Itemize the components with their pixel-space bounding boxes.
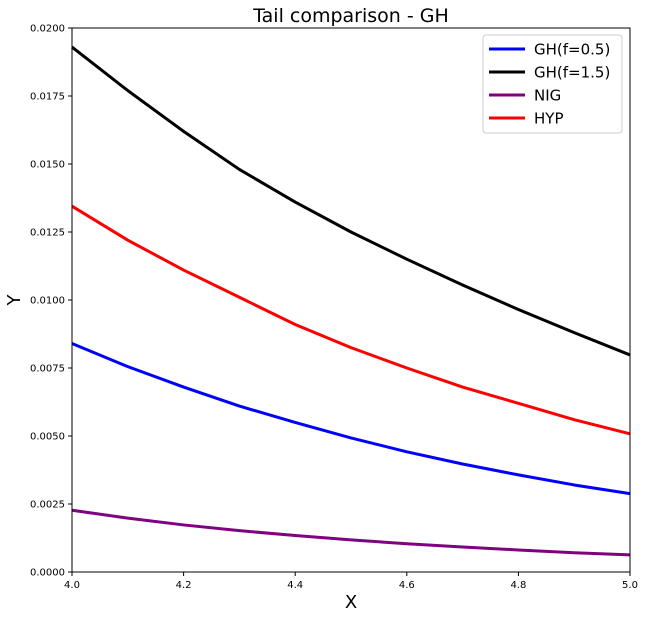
series-line-1 (71, 45, 631, 357)
x-tick-label: 4.4 (287, 580, 303, 591)
y-tick-label: 0.0125 (30, 228, 65, 239)
y-tick-label: 0.0050 (30, 432, 65, 443)
legend-label-2: NIG (534, 87, 561, 105)
x-axis: 4.0 4.2 4.4 4.6 4.8 5.0 (64, 572, 638, 591)
x-tick-label: 4.8 (510, 580, 526, 591)
legend: GH(f=0.5) GH(f=1.5) NIG HYP (482, 34, 623, 134)
y-tick-label: 0.0150 (30, 160, 65, 171)
x-axis-title: X (345, 592, 357, 613)
series-layer (71, 45, 631, 557)
y-axis: 0.0000 0.0025 0.0050 0.0075 0.0100 0.0125 0.01… (30, 24, 72, 579)
legend-label-3: HYP (534, 110, 564, 128)
legend-label-1: GH(f=1.5) (534, 64, 610, 82)
y-tick-label: 0.0100 (30, 296, 65, 307)
x-tick-label: 5.0 (622, 580, 638, 591)
series-line-0 (71, 342, 631, 496)
y-tick-label: 0.0200 (30, 24, 65, 35)
y-axis-title: Y (4, 294, 25, 307)
legend-box (482, 34, 623, 134)
x-tick-label: 4.6 (399, 580, 415, 591)
chart-title: Tail comparison - GH (252, 5, 449, 27)
legend-label-0: GH(f=0.5) (534, 41, 610, 59)
series-line-3 (71, 204, 631, 436)
x-tick-label: 4.0 (64, 580, 80, 591)
y-tick-label: 0.0025 (30, 500, 65, 511)
y-tick-label: 0.0000 (30, 568, 65, 579)
y-tick-label: 0.0175 (30, 92, 65, 103)
y-tick-label: 0.0075 (30, 364, 65, 375)
x-tick-label: 4.2 (176, 580, 192, 591)
series-line-2 (71, 508, 631, 557)
